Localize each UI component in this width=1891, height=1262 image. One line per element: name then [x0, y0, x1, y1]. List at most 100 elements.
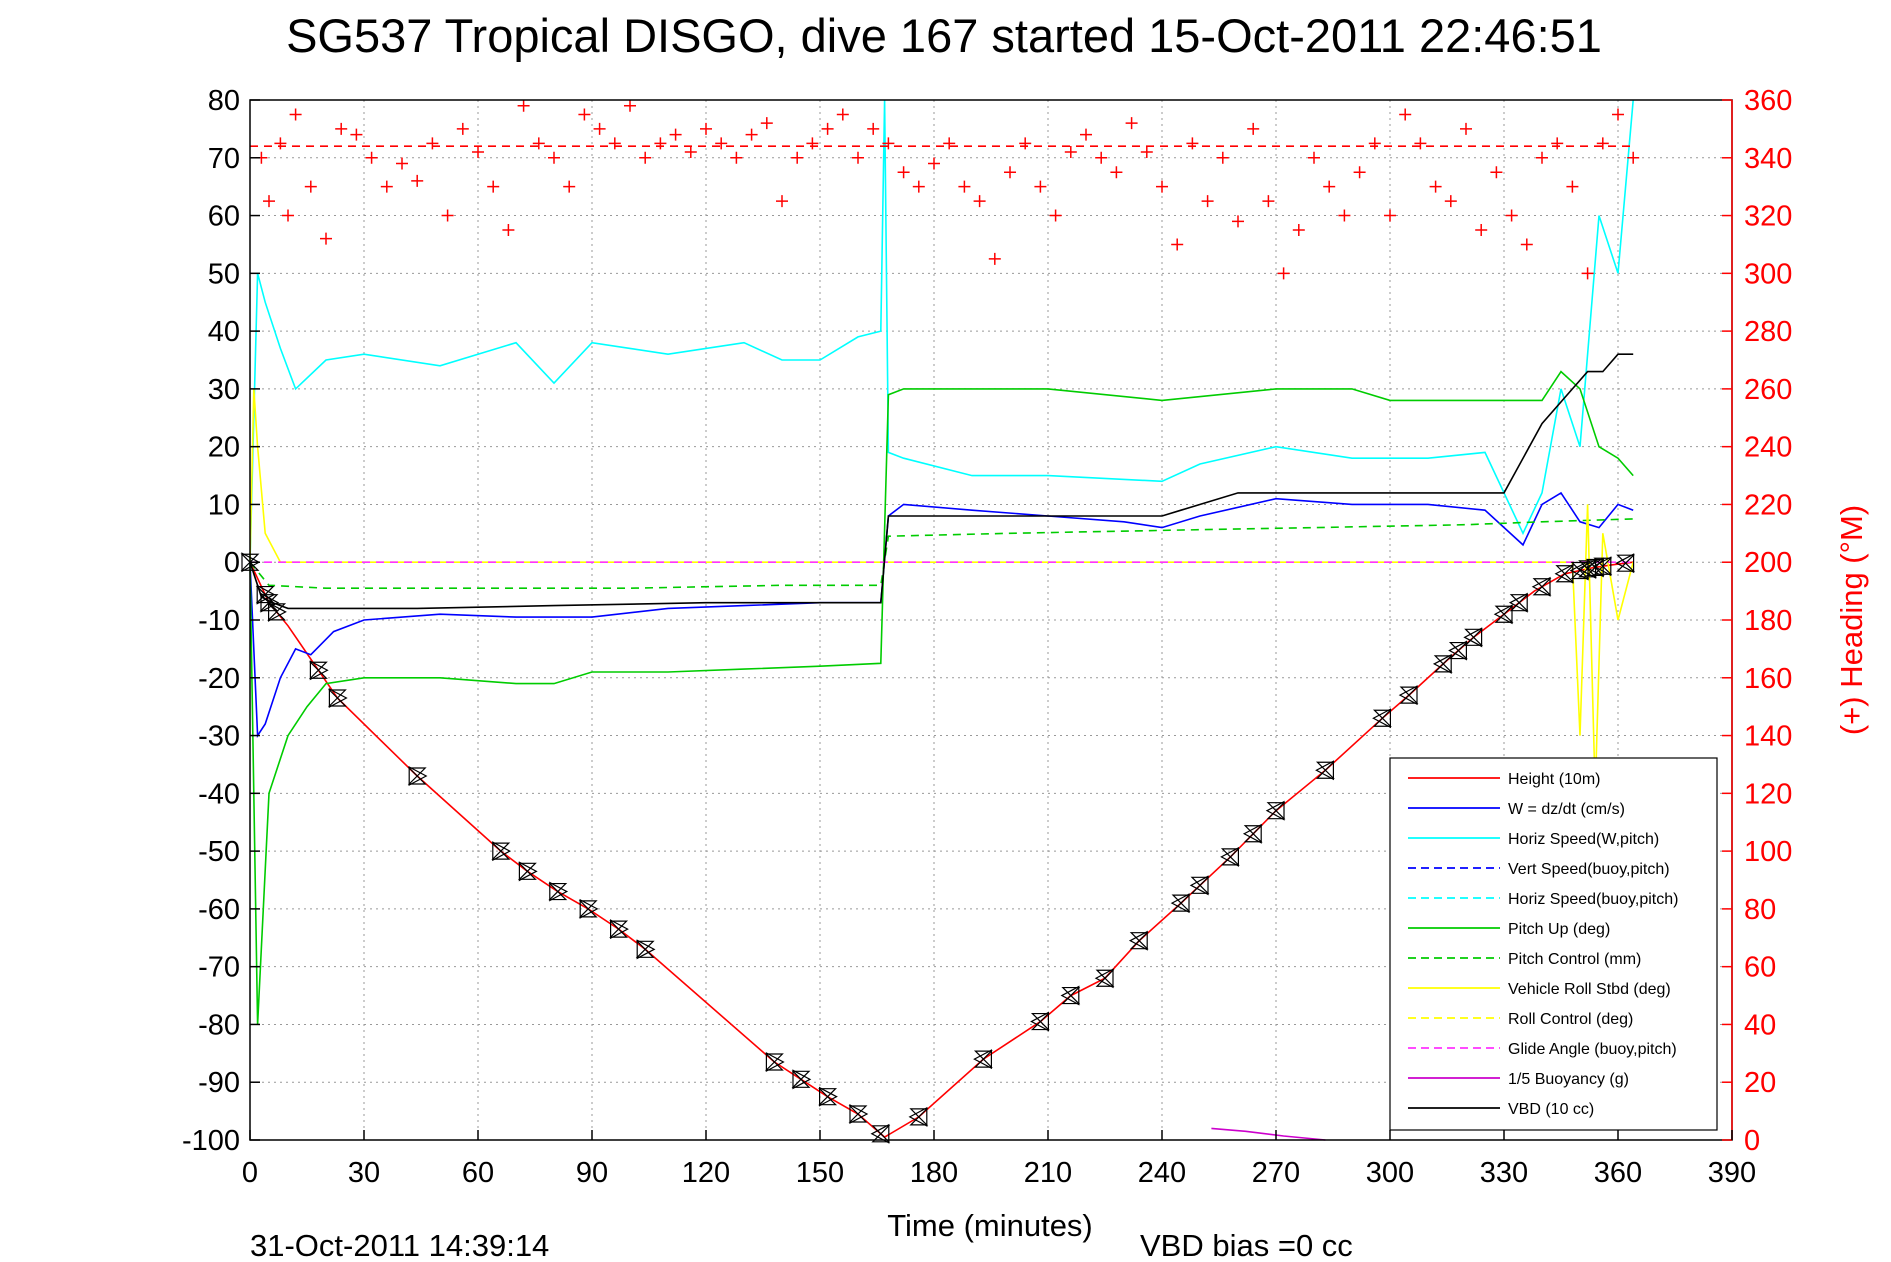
left-tick-label: 50: [208, 258, 240, 290]
heading-point: [1429, 180, 1442, 193]
left-tick-label: -30: [198, 721, 240, 753]
heading-point: [1368, 137, 1381, 150]
heading-point: [335, 122, 348, 135]
heading-point: [684, 146, 697, 158]
heading-point: [1034, 180, 1047, 193]
heading-point: [1247, 122, 1260, 135]
heading-point: [1232, 215, 1244, 228]
heading-point: [441, 209, 454, 222]
legend-entry: VBD (10 cc): [1508, 1101, 1594, 1118]
heading-point: [836, 108, 849, 121]
depth-marker-triangle: [260, 592, 280, 613]
heading-point: [263, 195, 275, 208]
heading-point: [1581, 267, 1594, 280]
depth-marker-triangle: [908, 1106, 928, 1127]
heading-point: [1490, 166, 1503, 179]
series-horiz-speed-w-pitch: [249, 99, 1634, 563]
chart-title: SG537 Tropical DISGO, dive 167 started 1…: [286, 9, 1602, 62]
depth-marker: [491, 842, 511, 860]
depth-marker-triangle: [1531, 576, 1551, 597]
heading-point: [730, 151, 743, 164]
heading-point: [1353, 166, 1366, 179]
footer-vbd-bias: VBD bias =0 cc: [1140, 1228, 1353, 1262]
heading-point: [578, 108, 591, 121]
heading-point: [365, 151, 378, 164]
x-tick-label: 360: [1594, 1157, 1642, 1189]
depth-marker-triangle: [518, 861, 538, 882]
depth-marker-triangle: [1577, 558, 1597, 579]
series-vbd-10-cc: [249, 353, 1634, 610]
x-tick-label: 60: [462, 1157, 494, 1189]
heading-point: [973, 195, 986, 208]
depth-marker: [818, 1088, 838, 1106]
heading-point: [502, 224, 515, 236]
depth-marker: [1243, 825, 1263, 843]
heading-point: [532, 137, 545, 150]
left-tick-label: 0: [224, 547, 240, 579]
depth-marker: [1030, 1012, 1050, 1031]
heading-point: [882, 137, 895, 150]
heading-point: [1566, 180, 1579, 193]
heading-point: [1414, 137, 1427, 150]
x-tick-label: 210: [1024, 1157, 1072, 1189]
heading-point: [669, 128, 682, 141]
depth-marker: [871, 1125, 891, 1143]
heading-point: [1338, 209, 1351, 222]
depth-marker: [1095, 969, 1115, 987]
series-pitch-control-mm: [249, 518, 1634, 589]
right-tick-label: 40: [1744, 1009, 1776, 1041]
legend-entry: Roll Control (deg): [1508, 1011, 1633, 1028]
depth-marker-triangle: [1554, 563, 1574, 584]
depth-marker: [1061, 986, 1081, 1005]
depth-marker-triangle: [1265, 800, 1285, 821]
heading-point: [282, 209, 294, 222]
heading-point: [1536, 151, 1548, 164]
heading-point: [897, 166, 910, 179]
left-tick-label: -10: [198, 605, 240, 637]
heading-point: [289, 108, 302, 121]
depth-marker: [848, 1105, 868, 1123]
depth-marker-triangle: [1030, 1011, 1049, 1032]
right-tick-label: 80: [1744, 894, 1776, 926]
heading-point: [1323, 180, 1336, 193]
series-height-10m: [249, 561, 1634, 1139]
depth-marker: [1448, 641, 1468, 660]
heading-point: [1064, 146, 1077, 158]
heading-point: [517, 99, 530, 112]
heading-point: [1186, 137, 1199, 150]
heading-point: [806, 137, 819, 150]
depth-marker-triangle: [1242, 823, 1262, 844]
depth-marker-triangle: [408, 766, 428, 786]
heading-point: [1308, 151, 1320, 164]
left-tick-label: 80: [208, 85, 240, 117]
plot-area: [249, 99, 1640, 1141]
heading-point: [1140, 146, 1153, 158]
depth-marker-triangle: [1170, 893, 1190, 914]
right-tick-label: 240: [1744, 432, 1792, 464]
depth-marker: [1190, 876, 1210, 894]
left-tick-label: -40: [198, 778, 240, 810]
depth-marker-triangle: [1432, 653, 1452, 674]
legend-entry: Vert Speed(buoy,pitch): [1508, 861, 1670, 878]
legend-entry: Horiz Speed(buoy,pitch): [1508, 891, 1678, 908]
series-1-5-buoyancy-g: [1211, 1127, 1326, 1141]
depth-marker: [1616, 554, 1636, 572]
right-tick-label: 220: [1744, 489, 1792, 521]
heading-point: [1049, 209, 1062, 222]
depth-marker: [1220, 848, 1240, 866]
legend-entry: Vehicle Roll Stbd (deg): [1508, 981, 1671, 998]
heading-point: [1125, 117, 1138, 130]
heading-point: [1156, 180, 1168, 193]
series-w-dz-dt-cm-s: [249, 491, 1634, 739]
depth-marker: [517, 862, 537, 880]
heading-point: [472, 146, 484, 158]
heading-point: [426, 137, 439, 150]
heading-point: [958, 180, 971, 193]
left-tick-label: 60: [208, 201, 240, 233]
depth-marker-triangle: [973, 1049, 992, 1070]
depth-marker: [1532, 578, 1552, 596]
depth-marker: [609, 920, 629, 938]
depth-marker: [1171, 894, 1191, 912]
depth-marker-triangle: [1094, 968, 1114, 989]
heading-point: [1475, 224, 1488, 236]
